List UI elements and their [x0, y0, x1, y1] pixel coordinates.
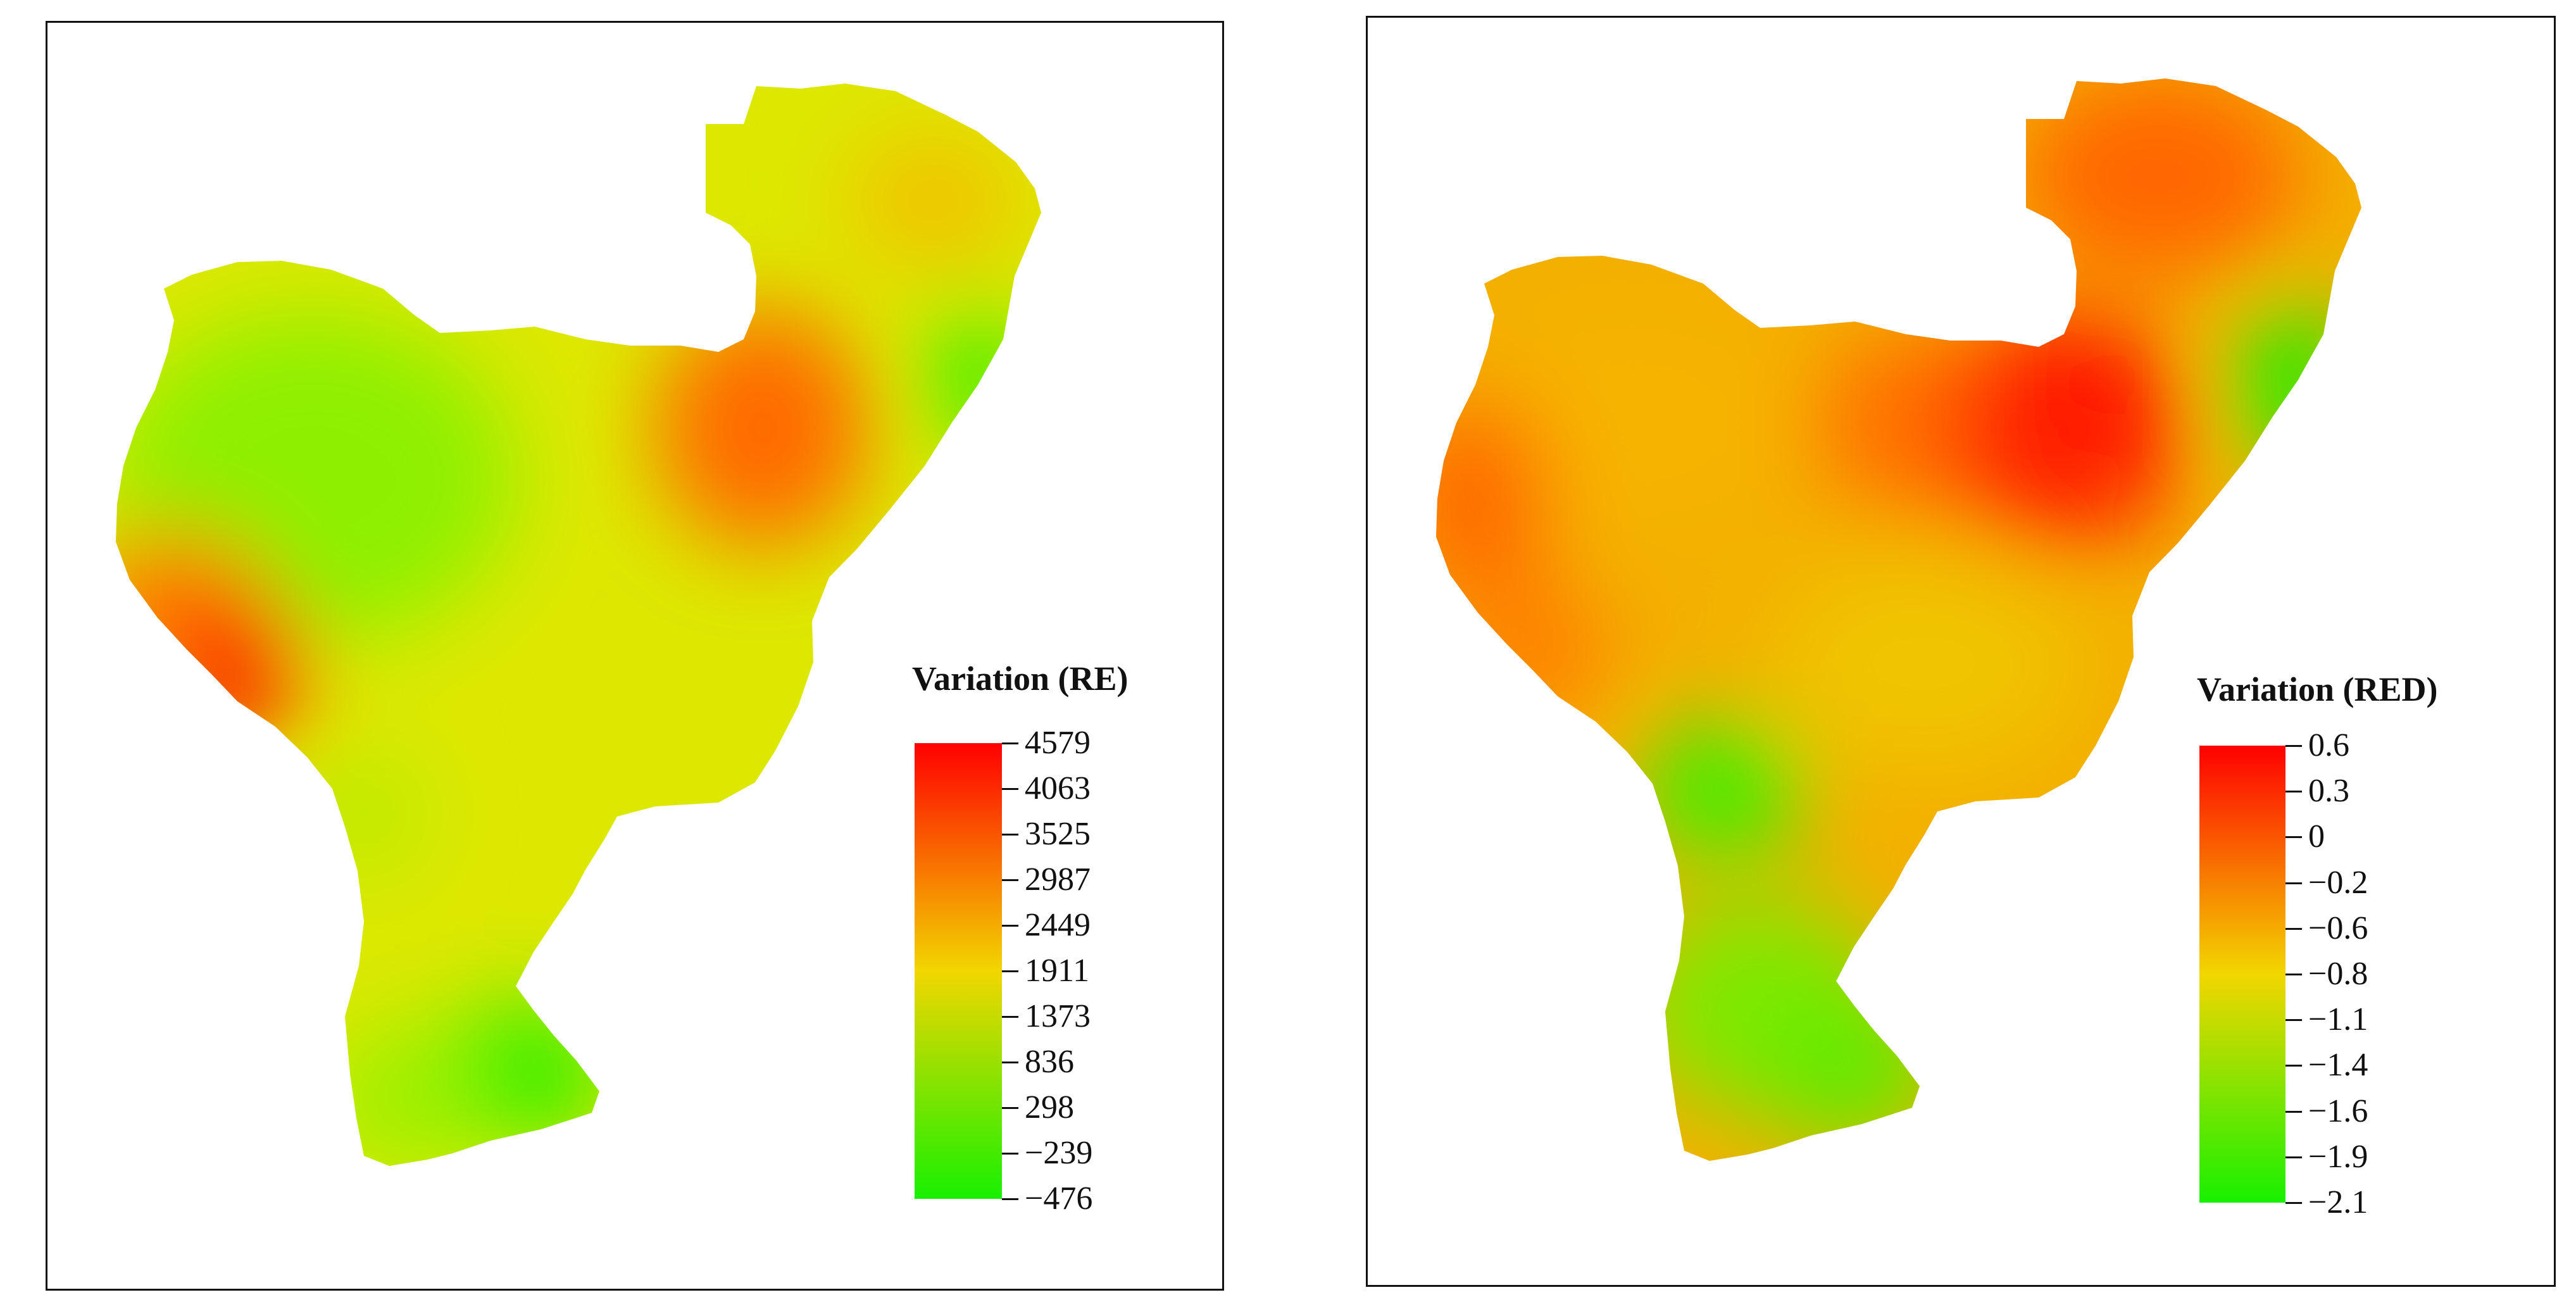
- legend-tick-mark: [1002, 1198, 1018, 1200]
- map-panel-red: Variation (RED) 0.6 0.3 0 −0.2 −0.6 −0.8 −1.1 −…: [1366, 16, 2556, 1287]
- legend-tick-label: 1373: [1025, 998, 1091, 1034]
- legend-tick-mark: [1002, 788, 1018, 790]
- legend-tick-label: 2987: [1025, 861, 1091, 898]
- legend-tick-label: −0.6: [2308, 910, 2368, 946]
- legend-tick-mark: [2285, 836, 2302, 839]
- legend-tick-mark: [2285, 745, 2302, 747]
- legend-tick-mark: [1002, 834, 1018, 836]
- legend-tick-label: 0.6: [2308, 727, 2349, 763]
- legend-tick-label: −239: [1025, 1135, 1093, 1171]
- region-map-red: [1436, 78, 2361, 1161]
- legend-tick-mark: [2285, 1156, 2302, 1158]
- legend-tick-mark: [1002, 1016, 1018, 1018]
- legend-tick-label: −1.6: [2308, 1093, 2368, 1129]
- legend-tick-mark: [1002, 925, 1018, 927]
- legend-tick-label: 4579: [1025, 725, 1091, 761]
- legend-tick-mark: [1002, 970, 1018, 972]
- legend-tick-label: 4063: [1025, 770, 1091, 806]
- legend-tick-mark: [2285, 1019, 2302, 1022]
- legend-tick-label: −0.8: [2308, 956, 2368, 992]
- legend-tick-label: 3525: [1025, 816, 1091, 852]
- legend-color-bar-red: [2199, 746, 2285, 1203]
- legend-tick-mark: [2285, 882, 2302, 884]
- legend-tick-mark: [1002, 1062, 1018, 1063]
- legend-tick-mark: [2285, 927, 2302, 930]
- legend-tick-mark: [2285, 791, 2302, 793]
- legend-tick-label: 1911: [1025, 953, 1090, 989]
- legend-tick-mark: [2285, 1110, 2302, 1113]
- legend-tick-label: −476: [1025, 1181, 1093, 1217]
- legend-tick-mark: [2285, 1065, 2302, 1067]
- legend-tick-label: −1.4: [2308, 1047, 2368, 1084]
- legend-tick-mark: [2285, 1202, 2302, 1204]
- legend-title-red: Variation (RED): [2197, 670, 2438, 708]
- legend-tick-label: 2449: [1025, 907, 1091, 943]
- legend-title-re: Variation (RE): [912, 660, 1129, 698]
- legend-tick-label: −2.1: [2308, 1184, 2368, 1220]
- legend-tick-mark: [1002, 879, 1018, 881]
- region-map-re: [116, 84, 1041, 1166]
- legend-tick-label: 836: [1025, 1044, 1074, 1080]
- legend-tick-mark: [1002, 1153, 1018, 1155]
- legend-tick-mark: [1002, 1107, 1018, 1109]
- legend-tick-label: −1.1: [2308, 1001, 2368, 1038]
- legend-tick-label: −1.9: [2308, 1138, 2368, 1175]
- legend-tick-mark: [2285, 974, 2302, 975]
- legend-tick-label: −0.2: [2308, 864, 2368, 901]
- legend-color-bar-re: [915, 743, 1002, 1199]
- map-panel-re: Variation (RE) 4579 4063 3525 2987 2449 1911 1…: [46, 21, 1224, 1291]
- legend-tick-label: 298: [1025, 1089, 1074, 1125]
- legend-tick-mark: [1002, 742, 1018, 744]
- legend-tick-label: 0.3: [2308, 773, 2349, 810]
- legend-tick-label: 0: [2308, 818, 2325, 855]
